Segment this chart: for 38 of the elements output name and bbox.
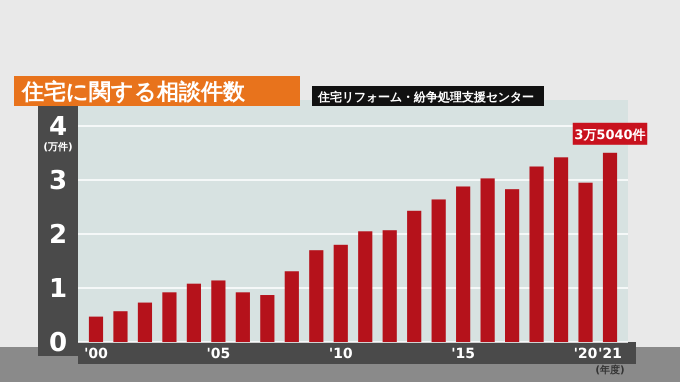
x-tick-label: '15 xyxy=(451,346,476,362)
bar xyxy=(309,250,324,342)
bar xyxy=(480,178,495,342)
bar xyxy=(602,152,618,342)
bar xyxy=(236,292,250,342)
chart-title: 住宅に関する相談件数 xyxy=(21,79,246,105)
y-tick-label: 4 xyxy=(48,112,68,142)
y-axis-title: (万件) xyxy=(43,141,73,153)
bar xyxy=(432,199,446,342)
y-tick-label: 2 xyxy=(48,220,68,250)
bar xyxy=(162,292,177,342)
x-tick-label: '20 xyxy=(574,346,598,362)
bar xyxy=(186,284,201,342)
bar xyxy=(358,231,372,342)
bar xyxy=(113,311,128,342)
bar xyxy=(211,280,226,342)
bar xyxy=(554,157,568,342)
x-tick-label: '10 xyxy=(328,346,353,362)
bar xyxy=(260,295,274,342)
bar xyxy=(529,166,544,342)
x-tick-label: '05 xyxy=(206,346,230,362)
bar xyxy=(578,182,593,342)
bar xyxy=(88,316,104,342)
chart-subtitle: 住宅リフォーム・紛争処理支援センター xyxy=(317,90,534,104)
bar xyxy=(138,302,152,342)
y-tick-label: 1 xyxy=(48,274,68,304)
bar xyxy=(505,189,520,342)
annotation: 3万5040件 xyxy=(574,128,646,143)
y-tick-label: 0 xyxy=(48,328,68,358)
bar xyxy=(456,186,470,342)
x-tick-label: '21 xyxy=(598,346,622,362)
x-tick-label: '00 xyxy=(84,346,108,362)
x-axis-title: (年度) xyxy=(595,364,625,376)
bar xyxy=(382,230,397,342)
y-tick-label: 3 xyxy=(48,166,68,196)
bar xyxy=(284,271,299,342)
bar xyxy=(334,244,348,342)
bar xyxy=(407,210,422,342)
